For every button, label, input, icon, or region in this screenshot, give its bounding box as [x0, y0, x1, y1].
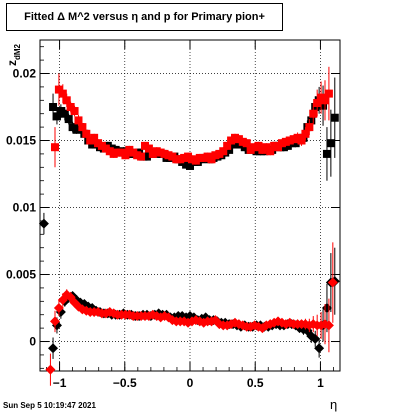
square-marker — [225, 145, 234, 154]
diamond-marker — [48, 343, 59, 354]
data-point — [324, 66, 333, 121]
square-marker — [52, 112, 61, 121]
chart-title: Fitted Δ M^2 versus η and p for Primary … — [6, 3, 283, 31]
y-tick-labels: 0 0.005 0.01 0.015 0.02 — [6, 67, 36, 349]
data-points — [38, 66, 340, 386]
data-point — [322, 127, 331, 181]
square-marker — [70, 107, 79, 116]
square-marker — [311, 103, 320, 112]
square-marker — [144, 144, 153, 153]
data-point — [53, 299, 64, 317]
square-marker — [90, 133, 99, 142]
y-axis-label: zdM2 — [5, 43, 22, 66]
y-tick-label: 0.02 — [13, 67, 37, 81]
x-tick-label: 1 — [317, 376, 324, 390]
square-marker — [307, 116, 316, 125]
square-marker — [319, 101, 328, 110]
square-marker — [242, 139, 251, 148]
square-marker — [121, 151, 130, 160]
square-marker — [78, 123, 87, 132]
x-tick-label: 0.5 — [247, 376, 264, 390]
diamond-marker — [327, 277, 338, 288]
diamond-marker — [45, 364, 56, 375]
square-marker — [64, 115, 73, 124]
y-tick-label: 0.005 — [6, 268, 36, 282]
square-marker — [223, 141, 232, 150]
data-point — [64, 113, 73, 125]
data-point — [51, 127, 59, 168]
data-point — [48, 337, 59, 359]
diamond-marker — [38, 218, 49, 229]
timestamp: Sun Sep 5 10:19:47 2021 — [3, 401, 96, 410]
x-axis-label: η — [330, 397, 338, 412]
y-tick-label: 0 — [29, 335, 36, 349]
diamond-marker — [310, 333, 321, 344]
square-marker — [207, 155, 216, 164]
data-point — [321, 80, 329, 121]
data-point — [78, 123, 87, 132]
square-marker — [309, 109, 318, 118]
x-tick-label: −0.5 — [113, 376, 137, 390]
square-marker — [54, 85, 63, 94]
square-marker — [58, 89, 67, 98]
square-marker — [324, 89, 333, 98]
x-tick-label: 0 — [187, 376, 194, 390]
y-tick-label: 0.015 — [6, 134, 36, 148]
square-marker — [254, 141, 263, 150]
square-marker — [137, 152, 146, 161]
square-marker — [297, 136, 306, 145]
data-point — [137, 152, 146, 161]
square-marker — [82, 129, 91, 138]
square-marker — [62, 96, 71, 105]
square-marker — [219, 147, 228, 156]
square-marker — [330, 113, 339, 122]
data-point — [242, 139, 251, 148]
square-marker — [301, 129, 310, 138]
square-marker — [321, 96, 329, 105]
x-tick-labels: −1 −0.5 0 0.5 1 — [53, 376, 324, 390]
square-marker — [274, 143, 283, 152]
square-marker — [322, 149, 331, 158]
square-marker — [266, 147, 275, 156]
square-marker — [74, 116, 83, 125]
data-point — [319, 85, 328, 126]
data-point — [50, 310, 60, 333]
square-marker — [66, 103, 75, 112]
data-point — [82, 129, 91, 138]
diamond-marker — [314, 343, 325, 354]
square-marker — [313, 98, 322, 107]
data-point — [305, 119, 314, 136]
diamond-marker — [53, 303, 64, 314]
square-marker — [326, 139, 335, 148]
y-tick-label: 0.01 — [13, 201, 37, 215]
data-point — [45, 353, 56, 386]
data-point — [38, 212, 49, 235]
grid-lines — [40, 40, 340, 371]
data-point — [323, 298, 334, 353]
square-marker — [51, 143, 59, 152]
x-tick-label: −1 — [53, 376, 67, 390]
data-point — [327, 242, 338, 323]
data-point — [314, 338, 325, 358]
square-marker — [262, 143, 271, 152]
square-marker — [60, 109, 69, 118]
square-marker — [186, 161, 194, 170]
diamond-marker — [323, 320, 334, 331]
data-point — [310, 330, 321, 347]
square-marker — [49, 103, 58, 112]
diamond-marker — [321, 303, 332, 314]
data-point — [54, 73, 63, 106]
square-marker — [305, 123, 314, 132]
diamond-marker — [50, 316, 60, 327]
data-point — [70, 105, 79, 117]
data-point — [330, 77, 339, 158]
